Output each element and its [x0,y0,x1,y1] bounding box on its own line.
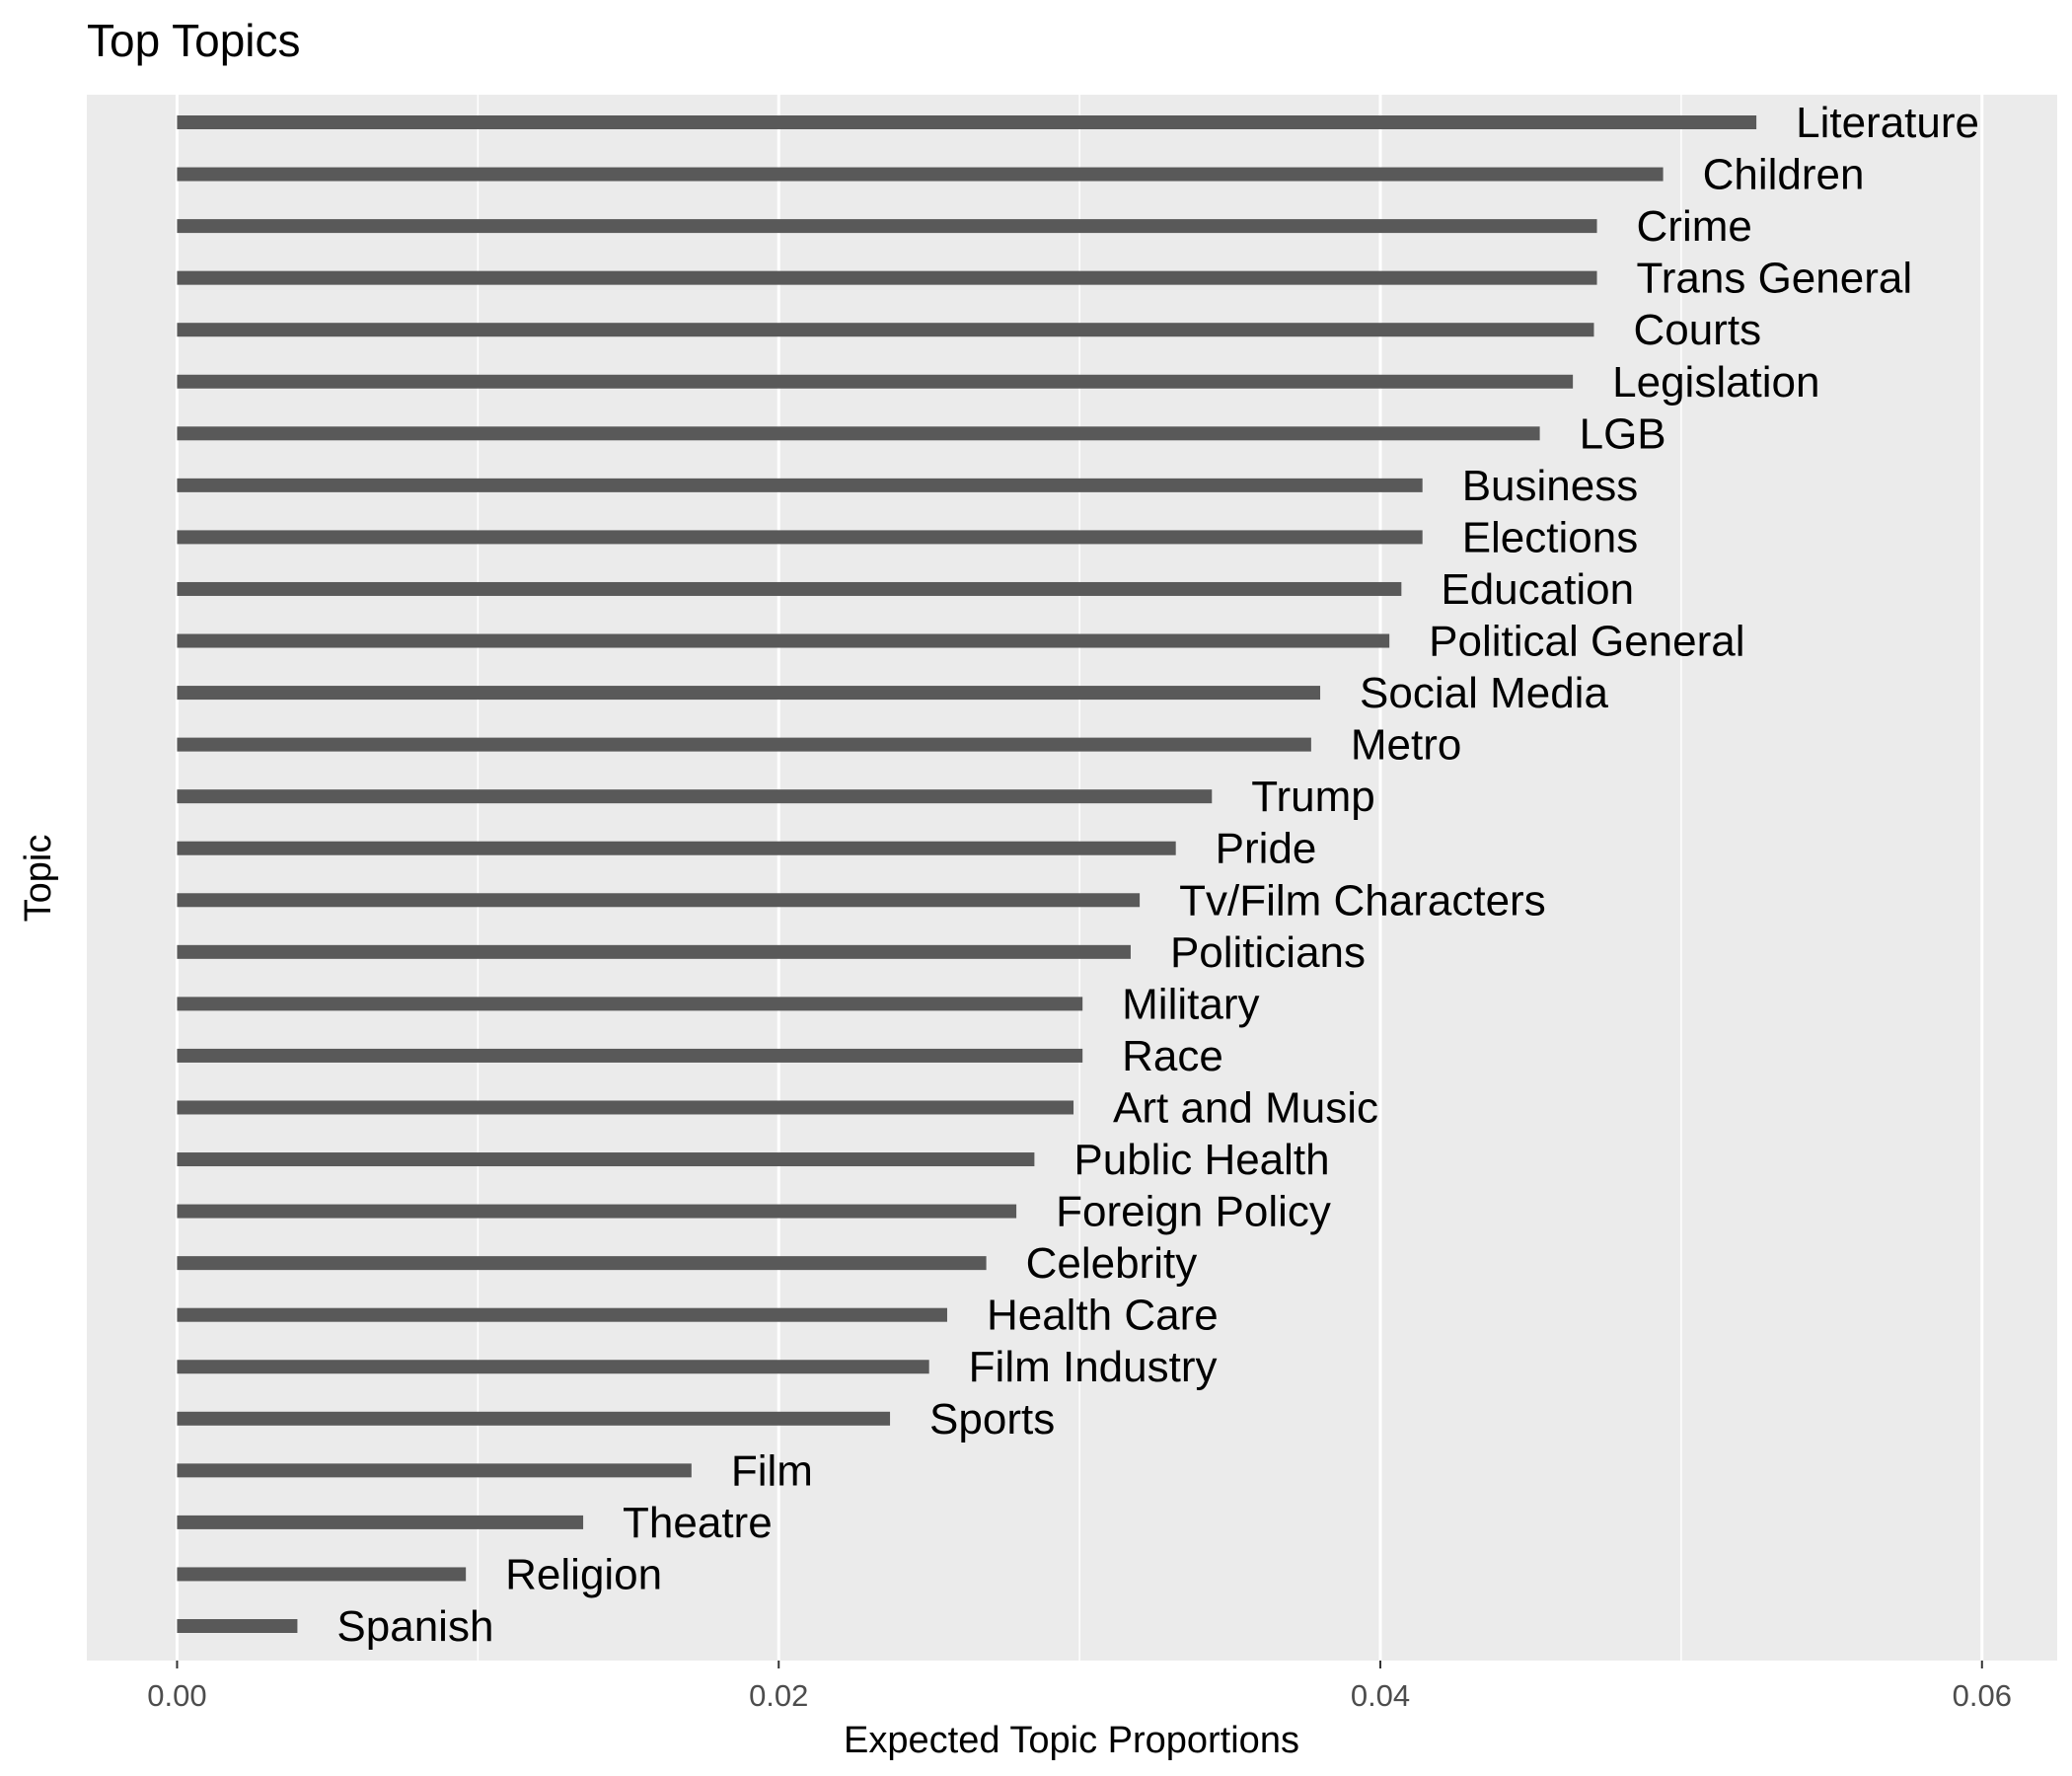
bar-label: Trans General [1637,255,1913,303]
bar [177,1619,298,1633]
bar [177,997,1083,1011]
x-tick-label: 0.00 [147,1678,206,1713]
major-gridlines [175,95,1984,1661]
bar-label: Social Media [1360,669,1608,717]
bar [177,841,1176,855]
bar-label: Film [731,1446,813,1495]
bar-label: Literature [1796,99,1979,147]
bar-label: LGB [1580,409,1666,458]
bar [177,1360,929,1374]
bar-label: Children [1703,151,1865,199]
bar-label: Military [1122,980,1259,1028]
bar-label: Courts [1633,306,1761,354]
bar [177,167,1664,182]
bar-label: Pride [1216,825,1317,873]
bar [177,478,1423,492]
bar-label: Elections [1462,513,1639,561]
bar-label: Sports [929,1395,1055,1443]
bar [177,1515,584,1529]
bar-label: Education [1441,565,1634,614]
minor-gridlines [477,95,1682,1661]
bar-label: Politicians [1170,928,1366,977]
bar [177,115,1757,129]
bar [177,426,1540,441]
x-axis-ticks: 0.00 0.02 0.04 0.06 [147,1661,2012,1713]
bar-label: Tv/Film Characters [1179,876,1546,925]
bar-label: Foreign Policy [1056,1188,1331,1236]
plot-panel [87,95,2057,1661]
bar-label: Legislation [1612,358,1819,407]
bar [177,1307,947,1322]
chart-title: Top Topics [87,15,301,66]
bar [177,1411,891,1426]
bar-label: Political General [1429,618,1744,666]
x-axis-title: Expected Topic Proportions [844,1720,1299,1761]
bars [177,115,1757,1633]
bar-label: Crime [1637,202,1752,251]
bar-label: Public Health [1073,1136,1329,1184]
bar [177,1463,692,1478]
bar-label: Metro [1351,721,1461,770]
bar-label: Celebrity [1026,1239,1198,1288]
bar-label: Business [1462,462,1639,510]
bar [177,219,1597,234]
bar-label: Spanish [336,1602,493,1651]
bar-label: Religion [505,1550,662,1598]
y-axis-title: Topic [18,835,59,923]
bar-label: Race [1122,1032,1223,1080]
bar [177,1048,1083,1063]
bar-label: Theatre [623,1499,773,1547]
bar-label: Health Care [987,1292,1219,1340]
x-tick-label: 0.02 [749,1678,808,1713]
bar [177,374,1574,389]
bar [177,1152,1035,1167]
x-tick-label: 0.06 [1953,1678,2012,1713]
bar-label: Art and Music [1113,1083,1378,1132]
bar-label: Film Industry [969,1343,1218,1391]
bar [177,789,1213,804]
bar [177,270,1597,285]
bar [177,893,1141,908]
bar [177,944,1131,959]
bar [177,530,1423,545]
bar [177,1100,1074,1115]
bar [177,323,1594,337]
bar [177,1256,987,1271]
bar [177,633,1390,648]
bar [177,1567,467,1582]
bar-label: Trump [1251,773,1375,821]
bar [177,1204,1017,1219]
bar [177,686,1321,701]
bar [177,581,1402,596]
bar [177,737,1311,752]
x-tick-label: 0.04 [1351,1678,1410,1713]
